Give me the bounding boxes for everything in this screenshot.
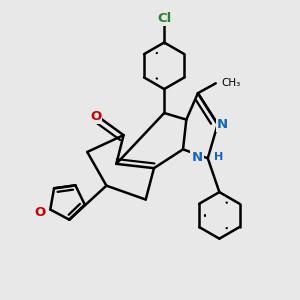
Text: O: O xyxy=(34,206,45,219)
Text: N: N xyxy=(192,151,203,164)
Text: CH₃: CH₃ xyxy=(222,78,241,88)
Text: O: O xyxy=(90,110,101,123)
Text: H: H xyxy=(214,152,223,162)
Text: N: N xyxy=(217,118,228,131)
Text: Cl: Cl xyxy=(157,12,171,25)
